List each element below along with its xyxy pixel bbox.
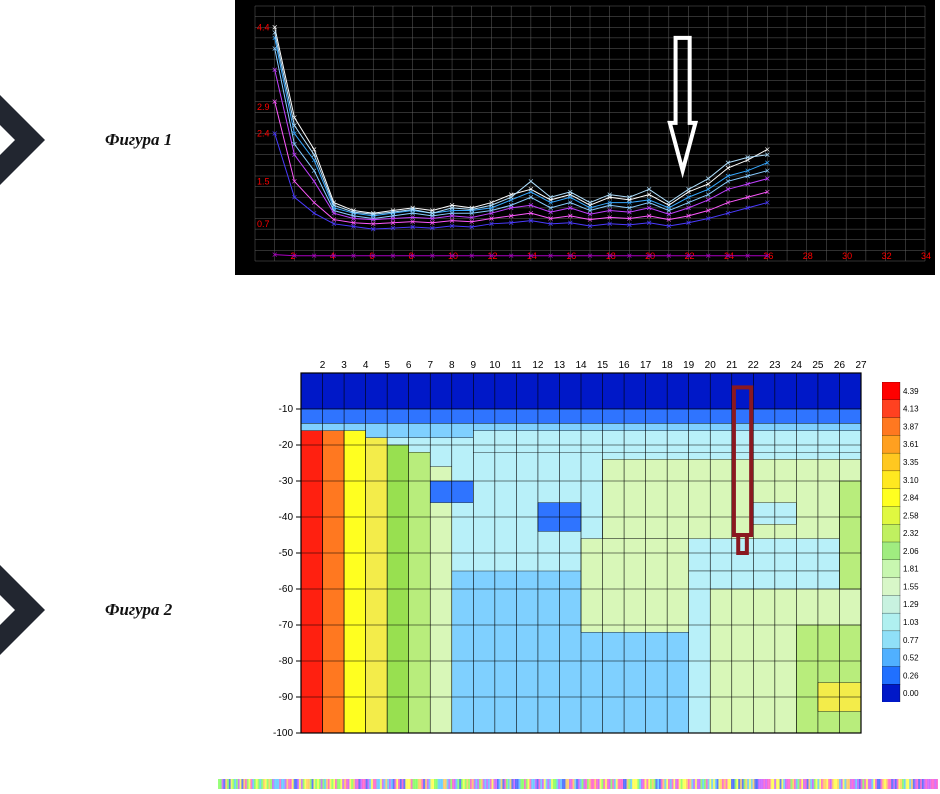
svg-text:16: 16 (619, 360, 631, 371)
svg-text:0.26: 0.26 (903, 671, 919, 680)
svg-text:3.35: 3.35 (903, 458, 919, 467)
svg-text:20: 20 (705, 360, 717, 371)
svg-text:13: 13 (554, 360, 566, 371)
figure2-label: Фигура 2 (105, 600, 172, 620)
svg-text:-30: -30 (279, 476, 294, 487)
svg-text:7: 7 (427, 360, 433, 371)
svg-text:2.06: 2.06 (903, 547, 919, 556)
svg-text:12: 12 (532, 360, 544, 371)
svg-text:2: 2 (320, 360, 326, 371)
svg-text:3.61: 3.61 (903, 440, 919, 449)
figure2-chart: 2345678910111213141516171819202122232425… (257, 355, 872, 750)
colorbar: 4.39 4.13 3.87 3.61 3.35 3.10 2.84 2.58 2.32 2.06… (882, 382, 940, 707)
svg-text:-80: -80 (279, 656, 294, 667)
noise-divider (218, 776, 938, 786)
svg-text:-50: -50 (279, 548, 294, 559)
svg-text:3: 3 (341, 360, 347, 371)
svg-text:-10: -10 (279, 404, 294, 415)
svg-text:-70: -70 (279, 620, 294, 631)
svg-text:-90: -90 (279, 692, 294, 703)
svg-text:-40: -40 (279, 512, 294, 523)
svg-text:0.77: 0.77 (903, 636, 919, 645)
svg-text:2.32: 2.32 (903, 529, 919, 538)
svg-text:18: 18 (662, 360, 674, 371)
svg-text:-20: -20 (279, 440, 294, 451)
svg-text:27: 27 (855, 360, 867, 371)
svg-text:25: 25 (812, 360, 824, 371)
svg-text:2.9: 2.9 (257, 102, 270, 112)
svg-text:6: 6 (406, 360, 412, 371)
svg-text:0.7: 0.7 (257, 219, 270, 229)
figure1-chart: 0.71.52.42.94.42468101214161820222426283… (235, 0, 935, 280)
svg-text:11: 11 (511, 360, 522, 371)
svg-text:0.00: 0.00 (903, 689, 919, 698)
chevron-pointer (0, 550, 60, 670)
svg-text:0.52: 0.52 (903, 654, 919, 663)
svg-text:4: 4 (363, 360, 369, 371)
svg-text:3.10: 3.10 (903, 476, 919, 485)
svg-text:17: 17 (640, 360, 652, 371)
svg-text:15: 15 (597, 360, 609, 371)
svg-text:1.03: 1.03 (903, 618, 919, 627)
svg-text:4.39: 4.39 (903, 387, 919, 396)
chevron-pointer (0, 80, 60, 200)
svg-text:1.29: 1.29 (903, 600, 919, 609)
svg-text:30: 30 (842, 251, 852, 261)
svg-text:24: 24 (791, 360, 803, 371)
svg-text:4.13: 4.13 (903, 405, 919, 414)
svg-text:5: 5 (384, 360, 390, 371)
figure1-label: Фигура 1 (105, 130, 172, 150)
svg-text:14: 14 (575, 360, 587, 371)
svg-text:19: 19 (683, 360, 695, 371)
svg-text:22: 22 (748, 360, 760, 371)
svg-text:-100: -100 (273, 728, 293, 739)
svg-text:9: 9 (471, 360, 477, 371)
svg-text:2.84: 2.84 (903, 494, 919, 503)
svg-text:32: 32 (882, 251, 892, 261)
svg-text:2.58: 2.58 (903, 511, 919, 520)
svg-text:1.5: 1.5 (257, 176, 270, 186)
svg-text:1.55: 1.55 (903, 582, 919, 591)
svg-text:10: 10 (489, 360, 501, 371)
svg-text:4.4: 4.4 (257, 22, 270, 32)
svg-text:34: 34 (921, 251, 931, 261)
svg-text:28: 28 (803, 251, 813, 261)
svg-text:23: 23 (769, 360, 781, 371)
svg-text:1.81: 1.81 (903, 565, 919, 574)
svg-text:2.4: 2.4 (257, 129, 270, 139)
svg-text:-60: -60 (279, 584, 294, 595)
svg-text:3.87: 3.87 (903, 422, 919, 431)
svg-text:26: 26 (834, 360, 846, 371)
svg-text:8: 8 (449, 360, 455, 371)
svg-text:21: 21 (726, 360, 738, 371)
